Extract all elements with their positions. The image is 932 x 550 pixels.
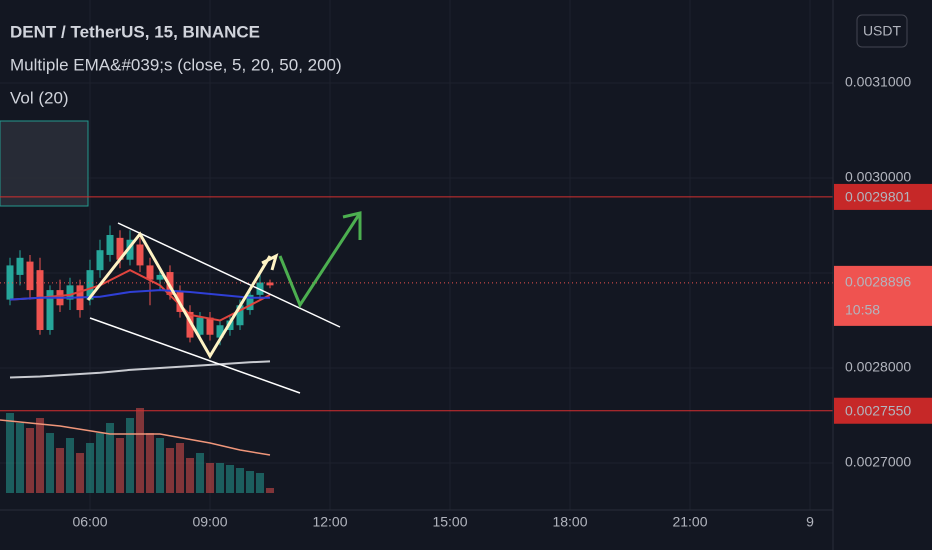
volume-bar (196, 453, 204, 493)
candle-body (96, 250, 104, 271)
volume-bar (66, 438, 74, 493)
trend-line (117, 222, 341, 328)
projection-path (278, 212, 362, 309)
volume-ma (0, 419, 271, 456)
candle-body (106, 235, 114, 255)
candle-body (246, 294, 254, 311)
candle-body (16, 257, 24, 275)
candle-body (66, 285, 74, 300)
candle-body (206, 317, 214, 335)
arrow-head (342, 211, 362, 240)
candle-body (36, 270, 44, 330)
drawings (0, 211, 362, 456)
volume-bar (236, 468, 244, 493)
y-tick-label: 0.0027000 (845, 454, 911, 470)
candle-body (156, 274, 164, 280)
volume-bar (26, 428, 34, 493)
candle-body (186, 311, 194, 338)
price-label-box (834, 183, 932, 210)
candle-body (46, 290, 54, 330)
volume-bar (116, 438, 124, 493)
x-tick-label: 21:00 (672, 514, 707, 530)
ema-line (9, 360, 271, 379)
x-tick-label: 12:00 (312, 514, 347, 530)
volume-bar (216, 463, 224, 493)
volume-bar (176, 443, 184, 493)
countdown: 10:58 (845, 302, 880, 318)
volume-bar (96, 433, 104, 493)
symbol: DENT / TetherUS, 15, BINANCE (10, 22, 260, 41)
arrow-head (261, 253, 279, 271)
volume-bar (146, 433, 154, 493)
last-price-label: 0.0028896 (845, 274, 911, 290)
candle-body (136, 244, 144, 266)
currency-button[interactable] (856, 14, 908, 48)
volume-bar (136, 408, 144, 493)
volume-bar (246, 471, 254, 493)
drawn-box (0, 120, 89, 207)
volume-bar (206, 463, 214, 493)
x-tick-label: 06:00 (72, 514, 107, 530)
x-tick-label: 15:00 (432, 514, 467, 530)
volume-bar (46, 433, 54, 493)
x-tick-label: 09:00 (192, 514, 227, 530)
x-tick-label: 9 (806, 514, 814, 530)
currency[interactable]: USDT (863, 23, 902, 39)
candle-body (6, 265, 14, 300)
candle-body (256, 282, 264, 295)
volume-bar (266, 488, 274, 493)
volume-bar (56, 448, 64, 493)
candle-body (236, 305, 244, 326)
price-label-box (834, 397, 932, 424)
volume-bar (6, 413, 14, 493)
candle-body (146, 265, 154, 280)
volume-bar (76, 453, 84, 493)
volume-bar (186, 458, 194, 493)
volume-bar (16, 423, 24, 493)
y-tick-label: 0.0028000 (845, 359, 911, 375)
pattern-path (86, 231, 272, 359)
candle-body (216, 325, 224, 338)
indicator: Multiple EMA&#039;s (close, 5, 20, 50, 2… (10, 55, 342, 74)
candle-body (116, 237, 124, 260)
volume-bar (156, 438, 164, 493)
y-tick-label: 0.0030000 (845, 169, 911, 185)
last-price-box (834, 265, 932, 326)
volume-label: Vol (20) (10, 88, 69, 107)
grid (0, 0, 833, 510)
volume-bar (226, 465, 234, 493)
price-label: 0.0029801 (845, 189, 911, 205)
ema-line (9, 289, 270, 301)
axis-labels: 0.00270000.00280000.00290000.00300000.00… (72, 74, 932, 530)
x-tick-label: 18:00 (552, 514, 587, 530)
volume-bar (126, 418, 134, 493)
volume-bar (106, 423, 114, 493)
volume-bar (36, 418, 44, 493)
candle-body (126, 239, 134, 260)
candle-body (26, 261, 34, 291)
volume-bar (256, 473, 264, 493)
plot (0, 196, 833, 493)
price-label: 0.0027550 (845, 402, 911, 418)
trend-line (89, 317, 301, 394)
volume-bar (86, 443, 94, 493)
volume-bar (166, 448, 174, 493)
candle-body (86, 270, 94, 300)
candle-body (266, 282, 274, 286)
candle-body (196, 317, 204, 335)
y-tick-label: 0.0031000 (845, 74, 911, 90)
